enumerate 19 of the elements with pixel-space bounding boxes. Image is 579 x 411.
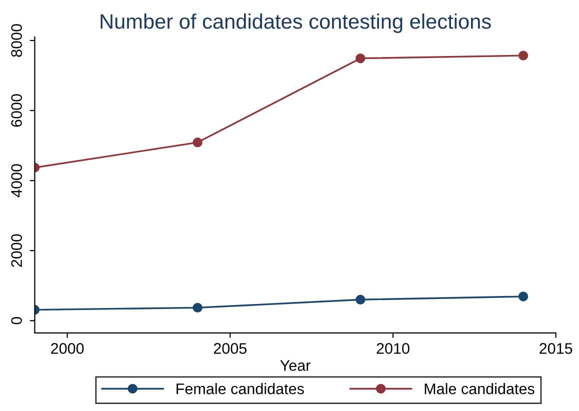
point [192, 302, 202, 313]
legend-label: Male candidates [424, 383, 534, 394]
x-tick-label: 2005 [214, 343, 247, 354]
y-tick-label: 8000 [11, 24, 22, 57]
chart-title: Number of candidates contesting elections [100, 14, 491, 33]
y-tick-label: 0 [11, 317, 22, 324]
x-tick-label: 2015 [540, 343, 572, 354]
y-tick-label: 2000 [11, 234, 22, 267]
x-tick-label: 2010 [376, 343, 410, 354]
x-tick-label: 2000 [51, 343, 84, 354]
y-tick-label: 6000 [11, 94, 22, 127]
point [356, 53, 366, 64]
legend-label: Female candidates [176, 383, 304, 394]
point [518, 50, 528, 60]
point [192, 138, 202, 148]
point [518, 292, 528, 302]
y-tick-label: 4000 [11, 164, 22, 198]
point [356, 294, 366, 304]
x-axis-title: Year [280, 360, 310, 371]
